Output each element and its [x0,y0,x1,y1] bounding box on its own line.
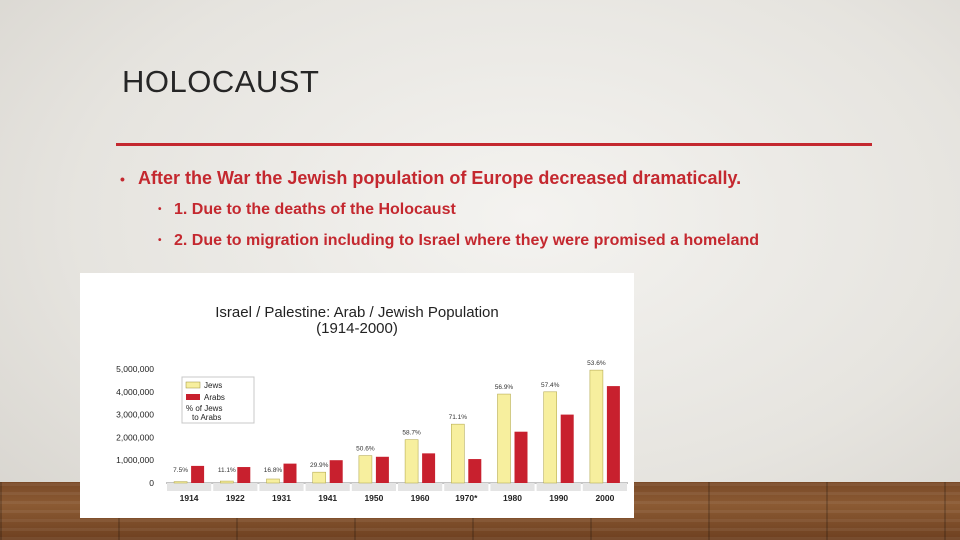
x-tick-label: 2000 [595,493,614,503]
bullet-sub-1-text: 1. Due to the deaths of the Holocaust [174,201,456,218]
x-tick-label: 1950 [364,493,383,503]
bar-jews [497,393,511,484]
legend-swatch-arabs [186,394,200,400]
x-tick-label: 1960 [411,493,430,503]
title-divider [116,143,872,146]
y-tick-label: 4,000,000 [116,387,154,397]
bullet-sub-1: • 1. Due to the deaths of the Holocaust [158,201,456,219]
legend-swatch-jews [185,381,201,389]
chart-title: Israel / Palestine: Arab / Jewish Popula… [215,304,499,321]
y-tick-label: 3,000,000 [116,410,154,420]
legend-label-ratio-1: % of Jews [186,404,222,413]
bar-arabs [468,459,482,483]
bar-arabs [191,465,205,483]
x-tick-label: 1980 [503,493,522,503]
category-floor [213,483,258,491]
ratio-label: 16.8% [264,467,283,474]
chart-subtitle: (1914-2000) [316,320,398,337]
y-tick-label: 0 [149,478,154,488]
y-tick-label: 2,000,000 [116,432,154,442]
bar-arabs [560,414,574,483]
bar-jews [543,391,558,484]
ratio-label: 71.1% [449,414,468,421]
ratio-label: 58.7% [402,430,421,437]
legend-label-ratio-2: to Arabs [192,413,221,422]
bar-jews [312,471,326,484]
ratio-label: 56.9% [495,384,514,391]
category-floor [351,483,396,491]
ratio-label: 50.6% [356,446,375,453]
x-tick-label: 1970* [455,493,478,503]
category-floor [305,483,350,491]
ratio-label: 57.4% [541,382,560,389]
legend-label-jews: Jews [204,381,222,390]
bullet-sub-2: • 2. Due to migration including to Israel… [158,232,759,250]
category-floor [582,483,627,491]
population-chart: Israel / Palestine: Arab / Jewish Popula… [80,273,634,518]
legend-label-arabs: Arabs [204,393,225,402]
category-floor [536,483,581,491]
bullet-main-text: After the War the Jewish population of E… [138,168,742,188]
bar-arabs [375,456,389,483]
bullet-dot-icon: • [158,235,162,246]
bar-arabs [283,463,297,483]
category-floor [167,483,212,491]
ratio-label: 11.1% [218,467,236,474]
bullet-dot-icon: • [158,204,162,215]
bar-jews [266,478,280,484]
x-tick-label: 1931 [272,493,291,503]
bullet-dot-icon: • [120,171,125,187]
category-floor [398,483,443,491]
x-tick-label: 1990 [549,493,568,503]
bar-arabs [422,453,436,483]
chart-svg: Israel / Palestine: Arab / Jewish Popula… [116,304,628,503]
bar-jews [450,423,465,484]
ratio-label: 53.6% [587,360,606,367]
y-tick-label: 5,000,000 [116,364,154,374]
bar-arabs [514,431,528,483]
category-floor [259,483,304,491]
ratio-label: 7.5% [173,467,188,474]
bar-jews [589,369,604,484]
ratio-label: 29.9% [310,462,329,469]
bullet-sub-2-text: 2. Due to migration including to Israel … [174,232,760,249]
bar-arabs [329,460,343,483]
bar-arabs [237,467,251,483]
x-tick-label: 1922 [226,493,245,503]
category-floor [444,483,489,491]
x-tick-label: 1941 [318,493,337,503]
bar-jews [173,481,188,484]
y-tick-label: 1,000,000 [116,455,154,465]
bar-arabs [606,386,620,483]
category-floor [490,483,535,491]
x-tick-label: 1914 [180,493,199,503]
bar-jews [220,480,234,484]
bar-jews [404,439,419,484]
bullet-main: • After the War the Jewish population of … [120,168,741,189]
bar-jews [358,455,373,484]
slide-title: HOLOCAUST [122,64,320,99]
